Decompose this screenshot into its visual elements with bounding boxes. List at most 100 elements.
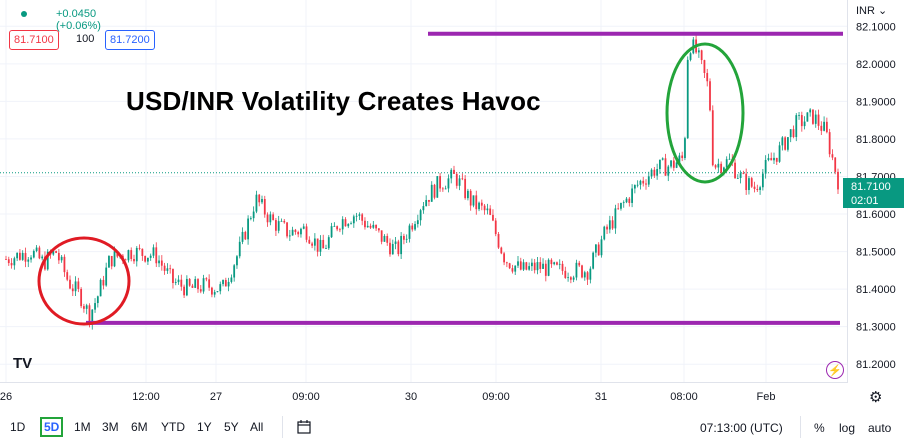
candle-body [110, 256, 113, 267]
buy-button[interactable]: 81.7200 [105, 30, 155, 50]
candle-body [748, 178, 750, 191]
candle-body [7, 259, 10, 264]
candle-body [255, 194, 258, 212]
log-toggle[interactable]: log [839, 421, 856, 435]
candle-body [180, 279, 183, 287]
candle [617, 203, 620, 210]
candle [364, 217, 366, 230]
candle [160, 255, 163, 271]
candle [544, 260, 547, 282]
candle [575, 259, 578, 281]
candle [739, 170, 742, 184]
candle [564, 266, 567, 279]
candle [556, 261, 558, 266]
candle-body [138, 247, 141, 249]
candle-body [358, 214, 361, 216]
candle [670, 159, 672, 169]
candle [269, 211, 272, 226]
candle-body [291, 229, 294, 236]
timeframe-1m[interactable]: 1M [74, 420, 91, 434]
candle [620, 202, 622, 211]
candle-body [542, 263, 544, 269]
candle-body [447, 178, 450, 189]
candle [255, 190, 258, 214]
candle [664, 153, 667, 176]
candle-body [21, 252, 24, 260]
lightning-icon[interactable]: ⚡ [826, 361, 844, 379]
chevron-down-icon: ⌄ [878, 5, 888, 17]
timeframe-6m[interactable]: 6M [131, 420, 148, 434]
calendar-range-icon[interactable] [296, 419, 312, 435]
candle-body [441, 188, 444, 190]
candle [586, 270, 589, 285]
timeframe-1d[interactable]: 1D [10, 420, 26, 434]
candle-body [294, 229, 297, 233]
percent-toggle[interactable]: % [814, 421, 825, 435]
timeframe-all[interactable]: All [250, 420, 264, 434]
candle-body [703, 60, 706, 73]
candle-body [439, 176, 441, 189]
candle [10, 258, 13, 269]
candle-body [130, 250, 133, 259]
candle-body [85, 305, 88, 309]
candle [633, 184, 636, 194]
timeframe-5d[interactable]: 5D [40, 417, 64, 437]
candle-body [433, 184, 436, 198]
candle [539, 257, 542, 274]
candle [311, 241, 313, 249]
candle [394, 237, 397, 250]
candle-body [558, 263, 561, 265]
candle [430, 181, 433, 202]
candle-body [709, 81, 711, 111]
candle [622, 200, 625, 208]
candle-body [486, 208, 489, 211]
candle [697, 47, 700, 58]
candle [280, 218, 283, 222]
candle [419, 208, 422, 226]
timeframe-5y[interactable]: 5Y [224, 420, 239, 434]
candle-body [592, 252, 595, 269]
candle-body [581, 265, 583, 278]
auto-toggle[interactable]: auto [868, 421, 892, 435]
candle-body [672, 160, 675, 168]
candle-body [411, 225, 414, 230]
clock-time[interactable]: 07:13:00 (UTC) [700, 421, 783, 435]
candle-body [533, 262, 536, 271]
candle [458, 175, 461, 191]
candle [519, 257, 522, 271]
candle-body [575, 262, 578, 278]
candle [185, 275, 188, 297]
candle [631, 184, 633, 208]
candle-body [252, 211, 255, 219]
sell-button[interactable]: 81.7100 [9, 30, 59, 50]
candle [742, 170, 745, 175]
candle-body [24, 252, 27, 262]
candle-body [113, 251, 116, 267]
timeframe-ytd[interactable]: YTD [161, 420, 185, 434]
candle [650, 168, 653, 179]
candle-body [327, 237, 330, 249]
x-tick-label: 09:00 [292, 391, 320, 403]
candle-body [820, 125, 823, 131]
candle-body [96, 296, 99, 304]
candle-body [241, 231, 244, 242]
timeframe-1y[interactable]: 1Y [197, 420, 212, 434]
gear-icon[interactable]: ⚙ [869, 389, 883, 406]
candle-body [734, 162, 736, 179]
candle [24, 247, 27, 268]
candle-body [83, 306, 85, 309]
candle-body [789, 129, 792, 138]
currency-selector[interactable]: INR ⌄ [856, 4, 887, 17]
toolbar-divider [800, 416, 801, 438]
candle-body [386, 235, 389, 243]
candle-body [249, 218, 252, 219]
candle-body [508, 263, 511, 269]
candle [403, 233, 405, 245]
candle-body [375, 224, 377, 229]
candle [188, 277, 191, 287]
candle-body [238, 241, 241, 257]
timeframe-3m[interactable]: 3M [102, 420, 119, 434]
candle-body [678, 155, 681, 163]
candle-body [550, 259, 553, 265]
